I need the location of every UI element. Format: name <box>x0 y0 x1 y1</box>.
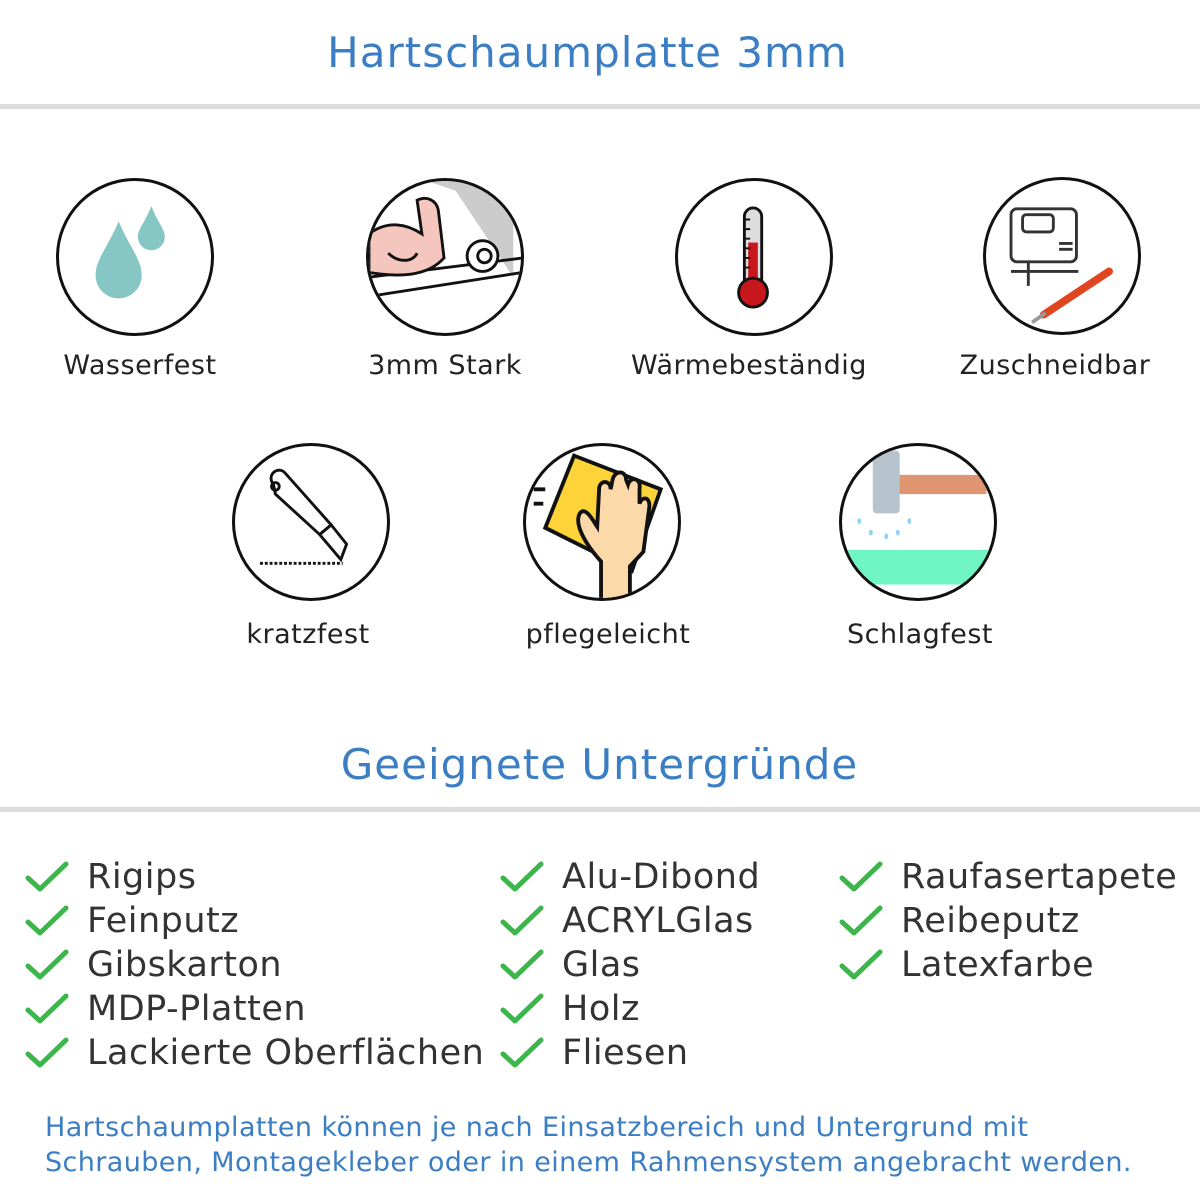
surface-item: Lackierte Oberflächen <box>25 1031 484 1075</box>
checkmark-icon <box>839 861 883 892</box>
surface-item: Rigips <box>25 855 484 899</box>
page-title: Hartschaumplatte 3mm <box>327 28 848 77</box>
surfaces-column-2: Alu-Dibond ACRYLGlas Glas Holz Fliesen <box>500 855 760 1075</box>
surface-label: Gibskarton <box>87 945 283 985</box>
surfaces-column-1: Rigips Feinputz Gibskarton MDP-Platten Lacki… <box>25 855 484 1075</box>
checkmark-icon <box>25 905 69 936</box>
surface-label: Latexfarbe <box>901 945 1095 985</box>
surface-item: Feinputz <box>25 899 484 943</box>
surfaces-column-3: Raufasertapete Reibeputz Latexfarbe <box>839 855 1177 987</box>
feature-label: Wasserfest <box>63 350 217 381</box>
strong-arm-icon <box>366 178 524 336</box>
surface-label: Rigips <box>87 857 197 897</box>
footer-note: Hartschaumplatten können je nach Einsatz… <box>45 1110 1132 1180</box>
surface-label: MDP-Platten <box>87 989 307 1029</box>
cutter-knife-icon <box>232 443 390 601</box>
feature-label: pflegeleicht <box>525 619 691 650</box>
surface-label: Feinputz <box>87 901 240 941</box>
checkmark-icon <box>500 993 544 1024</box>
thermometer-icon <box>675 178 833 336</box>
surface-label: ACRYLGlas <box>562 901 754 941</box>
surface-label: Raufasertapete <box>901 857 1178 897</box>
feature-label: Zuschneidbar <box>959 350 1151 381</box>
surfaces-heading: Geeignete Untergründe <box>340 740 859 789</box>
checkmark-icon <box>500 949 544 980</box>
checkmark-icon <box>839 949 883 980</box>
divider <box>0 807 1200 812</box>
footer-line: Hartschaumplatten können je nach Einsatz… <box>45 1112 1029 1143</box>
surface-item: Fliesen <box>500 1031 760 1075</box>
feature-label: kratzfest <box>246 619 370 650</box>
surface-label: Fliesen <box>562 1033 689 1073</box>
divider <box>0 104 1200 109</box>
footer-line: Schrauben, Montagekleber oder in einem R… <box>45 1147 1132 1178</box>
checkmark-icon <box>25 949 69 980</box>
surface-item: Latexfarbe <box>839 943 1177 987</box>
checkmark-icon <box>839 905 883 936</box>
checkmark-icon <box>500 861 544 892</box>
surface-item: Holz <box>500 987 760 1031</box>
feature-label: Wärmebeständig <box>631 350 867 381</box>
jigsaw-knife-icon <box>983 177 1141 335</box>
surface-label: Alu-Dibond <box>562 857 761 897</box>
checkmark-icon <box>25 861 69 892</box>
feature-label: 3mm Stark <box>368 350 522 381</box>
hammer-icon <box>839 443 997 601</box>
checkmark-icon <box>25 993 69 1024</box>
checkmark-icon <box>500 1037 544 1068</box>
surface-label: Holz <box>562 989 640 1029</box>
surface-item: Alu-Dibond <box>500 855 760 899</box>
surface-item: MDP-Platten <box>25 987 484 1031</box>
water-drops-icon <box>56 178 214 336</box>
surface-item: Raufasertapete <box>839 855 1177 899</box>
checkmark-icon <box>500 905 544 936</box>
surface-label: Reibeputz <box>901 901 1080 941</box>
surface-item: Reibeputz <box>839 899 1177 943</box>
surface-item: ACRYLGlas <box>500 899 760 943</box>
surface-label: Glas <box>562 945 641 985</box>
feature-label: Schlagfest <box>846 619 994 650</box>
surface-label: Lackierte Oberflächen <box>87 1033 485 1073</box>
surface-item: Gibskarton <box>25 943 484 987</box>
checkmark-icon <box>25 1037 69 1068</box>
hand-cloth-icon <box>523 443 681 601</box>
surface-item: Glas <box>500 943 760 987</box>
